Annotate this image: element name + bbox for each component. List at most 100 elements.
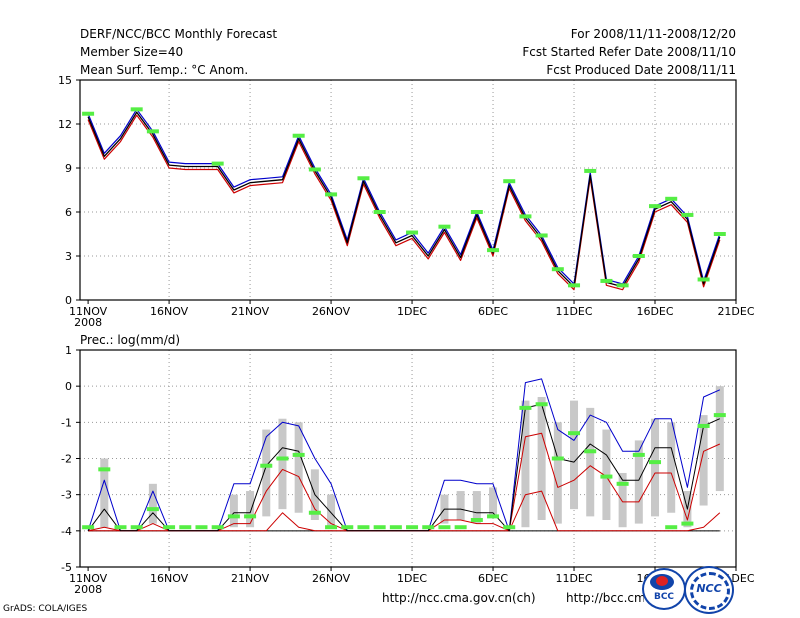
prec-marker [98, 467, 111, 472]
temp-marker [130, 107, 143, 112]
prec-marker [568, 431, 581, 436]
prec-year-label: 2008 [74, 583, 102, 596]
precip-spread-bar [262, 429, 271, 517]
precip-spread-bar [100, 458, 109, 528]
forecast-produced: Fcst Produced Date 2008/11/11 [546, 63, 736, 77]
precip-spread-bar [327, 494, 336, 528]
precip-spread-bar [537, 397, 546, 520]
precip-spread-bar [246, 491, 255, 528]
prec-marker [600, 474, 613, 479]
prec-marker [82, 525, 95, 530]
temp-marker [632, 254, 645, 258]
precip-spread-bar [521, 400, 530, 528]
temp-xtick-label: 11NOV [69, 305, 108, 318]
prec-ytick-label: -4 [61, 525, 72, 538]
precip-spread-bar [489, 487, 498, 517]
temp-marker [600, 278, 613, 283]
temp-marker [568, 283, 581, 288]
prec-marker [308, 510, 321, 515]
prec-ytick-label: 0 [65, 380, 72, 393]
prec-marker [163, 525, 176, 530]
prec-xtick-label: 11NOV [69, 572, 108, 585]
precip-spread-bar [667, 422, 676, 513]
temp-marker [616, 283, 629, 288]
grads-credit: GrADS: COLA/IGES [3, 604, 88, 614]
temp-marker [406, 230, 419, 235]
prec-marker [681, 521, 694, 526]
prec-marker [292, 452, 305, 457]
prec-marker [357, 525, 370, 530]
precip-spread-bar [634, 440, 643, 524]
temp-ytick-label: 9 [65, 162, 72, 175]
prec-ytick-label: 1 [65, 344, 72, 357]
prec-marker [713, 413, 726, 418]
temp-xtick-label: 6DEC [478, 305, 508, 318]
precip-spread-bar [553, 422, 562, 524]
ncc-url[interactable]: http://ncc.cma.gov.cn(ch) [382, 591, 536, 605]
temp-xtick-label: 16NOV [150, 305, 189, 318]
prec-xtick-label: 1DEC [397, 572, 427, 585]
temp-xtick-label: 21NOV [231, 305, 270, 318]
temp-marker [681, 212, 694, 217]
prec-marker [227, 514, 240, 519]
prec-marker [276, 456, 289, 461]
prec-marker [438, 525, 451, 530]
temp-lower-line [87, 114, 721, 291]
temp-ytick-label: 3 [65, 250, 72, 263]
temp-marker [357, 176, 370, 181]
temp-marker [470, 210, 483, 214]
precip-spread-bar [715, 386, 724, 492]
prec-marker [179, 525, 192, 530]
prec-frame [79, 349, 737, 568]
precip-spread-bar [699, 415, 708, 506]
temp-xtick-label: 1DEC [397, 305, 427, 318]
temp-marker [487, 248, 500, 253]
temp-marker [438, 224, 451, 229]
prec-marker [503, 525, 516, 530]
prec-ytick-label: -5 [61, 561, 72, 574]
prec-xtick-label: 11DEC [555, 572, 592, 585]
temp-marker [697, 277, 710, 282]
prec-marker [389, 525, 402, 530]
prec-marker [519, 405, 532, 410]
chart-title: DERF/NCC/BCC Monthly Forecast [80, 27, 278, 41]
bcc-logo: BCC [642, 568, 686, 610]
precip-spread-bar [586, 407, 595, 517]
variable-label: Mean Surf. Temp.: °C Anom. [80, 63, 249, 77]
prec-marker [697, 423, 710, 428]
temp-frame [79, 79, 737, 301]
prec-marker [487, 514, 500, 519]
precip-spread-bar [472, 491, 481, 524]
prec-marker [616, 481, 629, 486]
bcc-sun-icon [656, 576, 668, 586]
prec-marker [146, 507, 159, 512]
precip-spread-bar [278, 418, 287, 510]
temp-marker [373, 210, 386, 214]
prec-xtick-label: 16NOV [150, 572, 189, 585]
temp-marker [308, 167, 321, 172]
precip-spread-bar [570, 400, 579, 510]
temp-ytick-label: 12 [58, 118, 72, 131]
temp-marker [584, 168, 597, 173]
forecast-period: For 2008/11/11-2008/12/20 [570, 27, 736, 41]
prec-marker [454, 525, 467, 530]
temp-upper-line [87, 108, 721, 285]
ncc-logo-text: NCC [696, 582, 722, 595]
member-size: Member Size=40 [80, 45, 184, 59]
prec-marker [584, 449, 597, 454]
prec-marker [665, 525, 678, 530]
precip-median-line [87, 403, 721, 532]
prec-marker [260, 463, 273, 468]
bcc-url[interactable]: http://bcc.cma.gov.cn [566, 591, 644, 605]
prec-xtick-label: 21NOV [231, 572, 270, 585]
temp-marker [503, 179, 516, 184]
temp-year-label: 2008 [74, 316, 102, 329]
prec-marker [406, 525, 419, 530]
prec-marker [535, 402, 548, 407]
prec-marker [130, 525, 143, 530]
prec-marker [470, 517, 483, 522]
precip-spread-bar [148, 483, 157, 524]
temp-marker [551, 267, 564, 272]
prec-marker [211, 525, 224, 530]
